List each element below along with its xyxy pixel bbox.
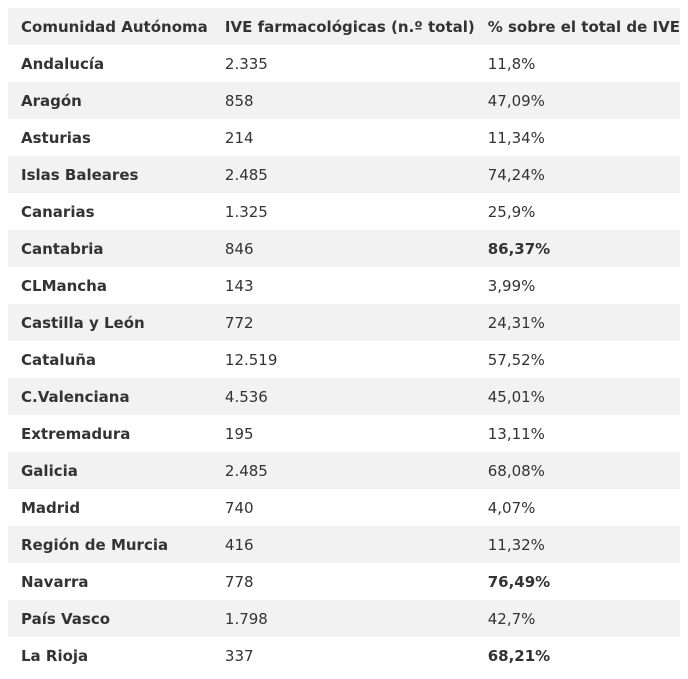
value-cell: 4,07%: [487, 498, 536, 517]
value-cell: 47,09%: [474, 82, 680, 119]
region-cell: Aragón: [8, 82, 212, 119]
value-cell: 74,24%: [474, 156, 680, 193]
value-cell: 86,37%: [474, 230, 680, 267]
value-cell: 11,32%: [474, 526, 680, 563]
table-header: Comunidad Autónoma IVE farmacológicas (n.…: [8, 8, 680, 45]
value-cell: 214: [224, 128, 254, 147]
value-cell: 11,34%: [487, 128, 545, 147]
data-table: Comunidad Autónoma IVE farmacológicas (n.…: [8, 8, 680, 674]
value-cell: 76,49%: [487, 572, 551, 591]
value-cell: 45,01%: [474, 378, 680, 415]
value-cell: 195: [224, 424, 254, 443]
region-cell: Cantabria: [8, 230, 212, 267]
region-cell: Galicia: [8, 452, 212, 489]
table-row: Islas Baleares 2.485 74,24%: [8, 156, 680, 193]
value-cell: 25,9%: [487, 202, 536, 221]
table-row: Galicia 2.485 68,08%: [8, 452, 680, 489]
table-row: Andalucía 2.335 11,8%: [8, 45, 680, 82]
header-row: Comunidad Autónoma IVE farmacológicas (n.…: [8, 8, 680, 45]
region-cell: C.Valenciana: [8, 378, 212, 415]
value-cell: 3,99%: [487, 276, 536, 295]
value-cell: 778: [224, 572, 254, 591]
value-cell: 12.519: [224, 350, 278, 369]
value-cell: 143: [224, 276, 254, 295]
table-row: Cataluña 12.519 57,52%: [8, 341, 680, 378]
table-row: Región de Murcia 416 11,32%: [8, 526, 680, 563]
value-cell: 68,08%: [474, 452, 680, 489]
value-cell: 2.485: [211, 452, 475, 489]
value-cell: 740: [224, 498, 254, 517]
value-cell: 68,21%: [487, 646, 551, 665]
table-row: C.Valenciana 4.536 45,01%: [8, 378, 680, 415]
value-cell: 13,11%: [487, 424, 545, 443]
table-row: Cantabria 846 86,37%: [8, 230, 680, 267]
region-cell: Islas Baleares: [8, 156, 212, 193]
value-cell: 337: [224, 646, 254, 665]
region-cell: Región de Murcia: [8, 526, 212, 563]
value-cell: 846: [211, 230, 475, 267]
table-row: Canarias 1.325 25,9%: [8, 193, 680, 230]
value-cell: 1.325: [224, 202, 268, 221]
region-cell: Canarias: [21, 202, 95, 221]
region-cell: La Rioja: [21, 646, 89, 665]
value-cell: 1.798: [211, 600, 475, 637]
region-cell: CLMancha: [21, 276, 107, 295]
region-cell: Castilla y León: [8, 304, 212, 341]
region-cell: Cataluña: [21, 350, 97, 369]
value-cell: 416: [211, 526, 475, 563]
region-cell: Asturias: [21, 128, 91, 147]
table-row: País Vasco 1.798 42,7%: [8, 600, 680, 637]
region-cell: Andalucía: [21, 54, 105, 73]
header-cell: IVE farmacológicas (n.º total): [211, 8, 475, 45]
region-cell: País Vasco: [8, 600, 212, 637]
value-cell: 11,8%: [487, 54, 536, 73]
table-row: CLMancha 143 3,99%: [8, 267, 680, 304]
value-cell: 24,31%: [474, 304, 680, 341]
value-cell: 57,52%: [487, 350, 545, 369]
value-cell: 2.485: [211, 156, 475, 193]
table-row: Castilla y León 772 24,31%: [8, 304, 680, 341]
header-cell: % sobre el total de IVE: [474, 8, 680, 45]
table-row: Navarra 778 76,49%: [8, 563, 680, 600]
header-cell: Comunidad Autónoma: [8, 8, 212, 45]
table-row: Aragón 858 47,09%: [8, 82, 680, 119]
region-cell: Navarra: [21, 572, 89, 591]
table-row: Asturias 214 11,34%: [8, 119, 680, 156]
value-cell: 772: [211, 304, 475, 341]
value-cell: 42,7%: [474, 600, 680, 637]
value-cell: 2.335: [224, 54, 268, 73]
region-cell: Extremadura: [21, 424, 131, 443]
region-cell: Madrid: [21, 498, 81, 517]
value-cell: 4.536: [211, 378, 475, 415]
table-row: Extremadura 195 13,11%: [8, 415, 680, 452]
table-body: Andalucía 2.335 11,8% Aragón 858 47,09% Asturi…: [8, 45, 680, 674]
value-cell: 858: [211, 82, 475, 119]
table-row: La Rioja 337 68,21%: [8, 637, 680, 674]
table-row: Madrid 740 4,07%: [8, 489, 680, 526]
